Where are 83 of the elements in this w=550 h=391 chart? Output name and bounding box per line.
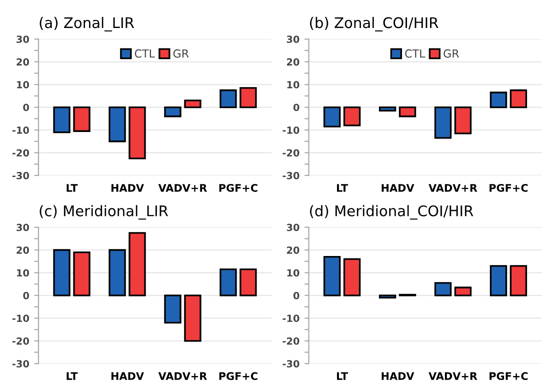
bar	[490, 265, 508, 296]
bar	[378, 106, 396, 112]
y-tick-label: 20	[16, 58, 30, 66]
bar	[53, 249, 70, 296]
y-tick-label: 0	[293, 292, 300, 300]
y-tick-label: -20	[12, 149, 30, 157]
bar	[490, 92, 508, 108]
bar	[454, 106, 472, 134]
bar	[510, 89, 528, 108]
bar	[343, 106, 361, 126]
y-tick-label: 10	[17, 81, 30, 88]
y-tick-label: 30	[16, 224, 30, 232]
y-tick-label: -10	[282, 314, 300, 322]
bar	[378, 294, 396, 299]
x-tick-label: HADV	[382, 372, 414, 380]
y-tick-label: -30	[282, 172, 300, 180]
y-tick-label: 10	[17, 269, 30, 277]
legend-label: CTL	[134, 49, 155, 58]
y-tick-label: -30	[282, 360, 300, 368]
x-tick-label: VADV+R	[428, 372, 478, 380]
bar	[343, 258, 361, 296]
y-tick-label: -30	[12, 360, 30, 368]
bar	[434, 106, 452, 139]
legend-label: CTL	[405, 49, 426, 58]
chart-title: (b) Zonal_COI/HIR	[310, 16, 438, 32]
y-tick-label: 20	[16, 246, 30, 254]
bar	[164, 294, 182, 324]
bar	[398, 106, 416, 118]
bar	[128, 232, 146, 296]
bar	[323, 106, 341, 128]
y-tick-label: 10	[287, 269, 300, 277]
x-tick-label: LT	[66, 372, 78, 380]
bar	[184, 100, 202, 108]
bar	[240, 87, 257, 108]
chart-title: (c) Meridional_LIR	[40, 205, 168, 220]
x-tick-label: VADV+R	[158, 184, 207, 192]
bar	[108, 249, 126, 296]
x-tick-label: PGF+C	[490, 184, 528, 192]
bar	[53, 106, 70, 134]
x-tick-label: LT	[66, 184, 78, 192]
bar	[510, 265, 528, 296]
bar	[220, 89, 237, 108]
bar	[323, 256, 341, 296]
bar	[240, 268, 257, 296]
bar	[184, 294, 202, 342]
y-tick-label: -20	[282, 149, 300, 157]
bar	[73, 251, 90, 296]
legend-label: GR	[444, 49, 460, 58]
chart-title: (d) Meridional_COI/HIR	[310, 205, 474, 220]
x-tick-label: HADV	[111, 184, 144, 192]
y-tick-label: -10	[12, 314, 30, 322]
x-tick-label: PGF+C	[490, 372, 528, 380]
legend-label: GR	[173, 49, 189, 58]
y-tick-label: 20	[286, 246, 300, 254]
y-tick-label: -10	[282, 126, 300, 134]
y-tick-label: -20	[282, 337, 300, 345]
x-tick-label: PGF+C	[219, 184, 258, 192]
bar	[434, 282, 452, 296]
bar	[164, 106, 182, 118]
bar	[220, 268, 237, 296]
x-tick-label: VADV+R	[158, 372, 207, 380]
y-tick-label: -20	[12, 337, 30, 345]
y-tick-label: 0	[23, 292, 30, 300]
y-tick-label: 0	[23, 104, 30, 112]
bar	[108, 106, 126, 142]
bar	[454, 286, 472, 296]
x-tick-label: VADV+R	[428, 184, 478, 192]
chart-title: (a) Zonal_LIR	[40, 16, 134, 32]
y-tick-label: 30	[16, 36, 30, 43]
y-tick-label: 0	[293, 104, 300, 112]
bar	[128, 106, 146, 160]
y-tick-label: 30	[286, 36, 300, 43]
y-tick-label: 10	[287, 81, 300, 88]
x-tick-label: HADV	[382, 184, 414, 192]
y-tick-label: -30	[12, 172, 30, 180]
y-tick-label: 20	[286, 58, 300, 66]
x-tick-label: LT	[336, 372, 348, 380]
x-tick-label: LT	[336, 184, 348, 192]
bar	[73, 106, 90, 132]
x-tick-label: PGF+C	[219, 372, 258, 380]
y-tick-label: 30	[286, 224, 300, 232]
x-tick-label: HADV	[111, 372, 144, 380]
y-tick-label: -10	[12, 126, 30, 134]
